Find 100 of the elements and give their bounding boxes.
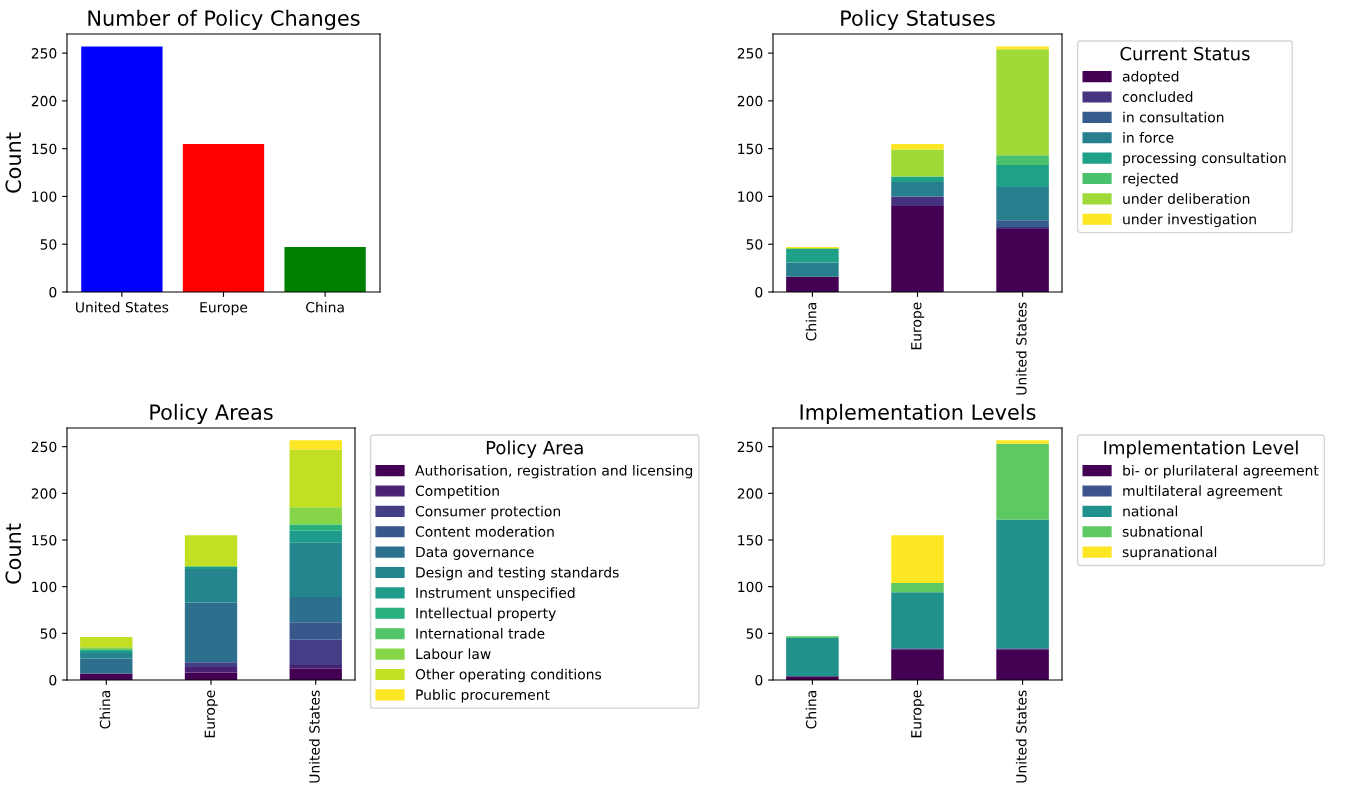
bar (184, 662, 238, 667)
x-tick-label: United States (1015, 302, 1027, 395)
legend-label: rejected (1123, 172, 1178, 187)
legend-label: under investigation (1123, 213, 1256, 228)
bar (289, 530, 342, 543)
y-tick-label: 250 (737, 48, 763, 59)
legend-title: Policy Area (486, 440, 583, 458)
y-tick-label: 100 (32, 191, 57, 202)
bar (996, 228, 1049, 292)
bar (289, 596, 342, 623)
legend-title: Current Status (1120, 46, 1250, 61)
bar (996, 440, 1049, 444)
bar (184, 602, 238, 663)
bar (996, 519, 1049, 649)
bar (996, 49, 1049, 156)
chart-title: Implementation Levels (800, 403, 1036, 424)
bar (996, 155, 1049, 165)
bar (996, 46, 1049, 50)
bar (891, 182, 944, 197)
y-tick-label: 0 (755, 286, 763, 298)
legend-label: in force (1123, 132, 1174, 143)
bar (891, 582, 944, 593)
y-tick-label: 50 (40, 239, 57, 250)
bar (996, 443, 1049, 520)
legend-title: Implementation Level (1104, 440, 1298, 458)
x-tick-label: United States (309, 690, 320, 783)
legend-label: bi- or plurilateral agreement (1123, 464, 1319, 479)
chart-title: Number of Policy Changes (88, 9, 360, 30)
y-tick-label: 250 (31, 441, 57, 453)
legend-label: Content moderation (415, 526, 554, 537)
bar (284, 247, 366, 292)
legend-label: adopted (1122, 70, 1179, 85)
bar (289, 639, 342, 666)
bar (289, 449, 342, 508)
y-tick-label: 50 (40, 628, 57, 639)
x-tick-label: China (306, 301, 344, 313)
bar (891, 535, 944, 583)
legend-label: multilateral agreement (1123, 485, 1283, 499)
legend-label: Labour law (416, 648, 491, 660)
y-tick-label: 200 (31, 95, 57, 107)
y-tick-label: 150 (738, 143, 763, 155)
legend-label: International trade (416, 628, 545, 639)
bar (80, 658, 133, 674)
legend-label: under deliberation (1123, 193, 1250, 204)
y-tick-label: 200 (737, 488, 763, 499)
bar (289, 542, 342, 597)
y-tick-label: 0 (49, 286, 57, 298)
bar (786, 276, 839, 292)
legend-label: concluded (1122, 91, 1193, 103)
y-tick-label: 100 (738, 191, 763, 202)
bar (996, 220, 1049, 228)
bar (996, 649, 1049, 680)
legend-label: processing consultation (1123, 152, 1286, 166)
legend-label: Intellectual property (416, 607, 556, 622)
bar (891, 143, 944, 150)
y-tick-label: 0 (49, 674, 57, 686)
bar (786, 249, 839, 263)
bar (184, 568, 238, 603)
legend-label: Authorisation, registration and licensing (415, 464, 693, 479)
y-axis-title: Count (5, 132, 22, 193)
y-tick-label: 100 (32, 581, 57, 593)
x-tick-label: China (805, 302, 817, 341)
legend-label: Other operating conditions (415, 668, 602, 683)
bar (996, 186, 1049, 221)
y-tick-label: 200 (31, 488, 57, 499)
chart-title: Policy Statuses (841, 9, 995, 30)
legend-label: Instrument unspecified (416, 587, 575, 601)
y-tick-label: 200 (737, 95, 763, 107)
bar (80, 652, 133, 659)
bar (891, 649, 944, 680)
bar (289, 525, 342, 531)
legend-label: Competition (415, 485, 499, 499)
chart-title: Policy Areas (150, 403, 273, 424)
x-tick-label: United States (1015, 690, 1027, 783)
legend-label: Public procurement (416, 689, 550, 703)
legend-label: in consultation (1123, 111, 1224, 123)
bar (80, 637, 133, 648)
bar (80, 673, 133, 680)
bar (786, 262, 839, 277)
y-tick-label: 150 (32, 143, 57, 155)
legend-label: Consumer protection (415, 505, 561, 520)
x-tick-label: Europe (200, 302, 248, 316)
bar (289, 440, 342, 450)
bar (891, 592, 944, 649)
bar (891, 176, 944, 183)
bar (891, 206, 944, 292)
x-tick-label: Europe (204, 690, 218, 738)
y-tick-label: 50 (746, 628, 763, 639)
bar (81, 46, 163, 292)
y-tick-label: 150 (738, 534, 763, 546)
bar (289, 665, 342, 669)
y-tick-label: 0 (755, 674, 763, 686)
bar (891, 196, 944, 206)
x-tick-label: China (99, 690, 111, 729)
bar (184, 666, 238, 673)
bar (289, 622, 342, 640)
bar (891, 149, 944, 177)
y-tick-label: 250 (31, 48, 57, 59)
y-axis-title: Count (5, 523, 22, 584)
y-tick-label: 100 (738, 581, 763, 593)
